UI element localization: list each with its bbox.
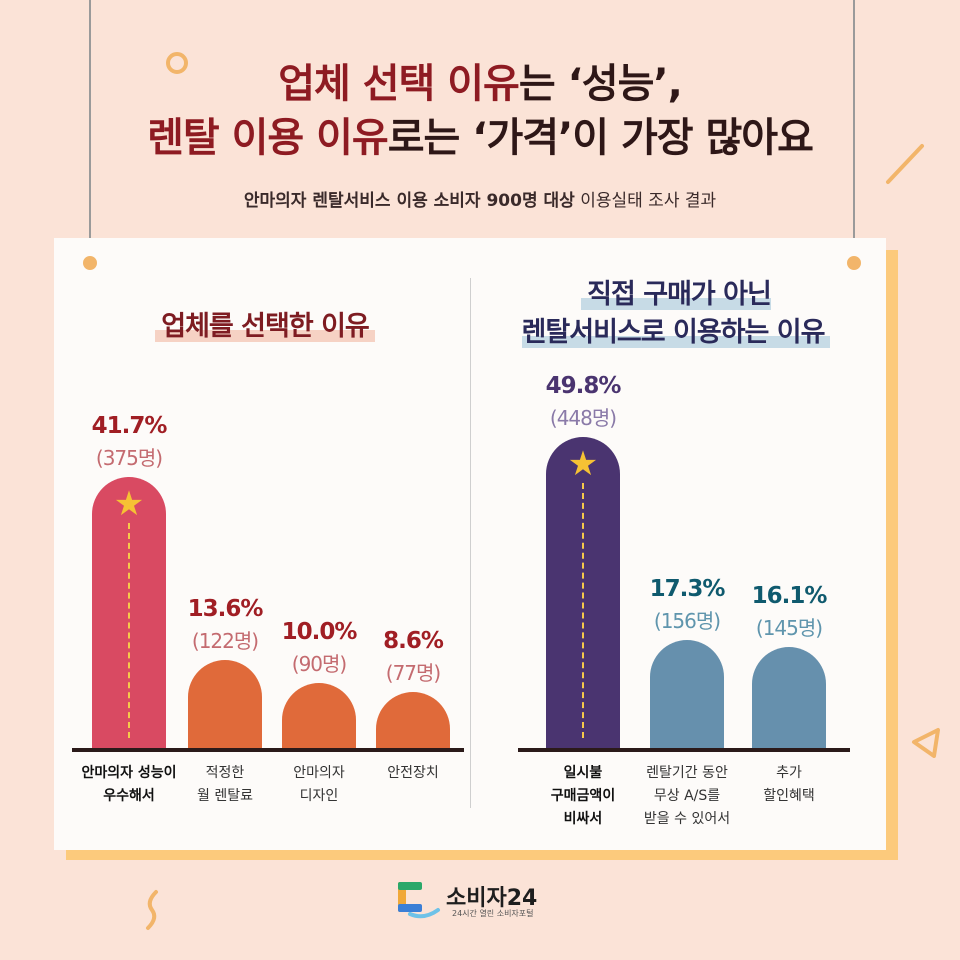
- pin-right-icon: [845, 254, 863, 272]
- title-line2-rest: 로는 ‘가격’이 가장 많아요: [387, 115, 814, 161]
- panel-divider: [470, 278, 471, 808]
- decor-circle-icon: [166, 52, 188, 74]
- page-title: 업체 선택 이유는 ‘성능’,: [0, 58, 960, 110]
- logo-mark-icon: [398, 882, 440, 919]
- right-chart-title-line1: 직접 구매가 아닌 렌탈서비스로 이용하는 이유: [521, 279, 831, 348]
- page-subtitle: 안마의자 렌탈서비스 이용 소비자 900명 대상 이용실태 조사 결과: [0, 186, 960, 211]
- subtitle-normal: 이용실태 조사 결과: [574, 191, 717, 211]
- card-string-right: [853, 0, 855, 262]
- left-chart-title: 업체를 선택한 이유: [70, 304, 460, 343]
- right-chart-title: 직접 구매가 아닌 렌탈서비스로 이용하는 이유: [476, 276, 876, 352]
- logo-tagline: 24시간 열린 소비자포털: [452, 909, 534, 918]
- card-string-left: [89, 0, 91, 262]
- subtitle-bold: 안마의자 렌탈서비스 이용 소비자 900명 대상: [243, 191, 575, 211]
- title-line1-highlight: 업체 선택 이유: [278, 61, 520, 107]
- page-title-line2: 렌탈 이용 이유로는 ‘가격’이 가장 많아요: [0, 112, 960, 164]
- left-chart-title-text: 업체를 선택한 이유: [155, 311, 375, 342]
- title-line2-highlight: 렌탈 이용 이유: [147, 115, 389, 161]
- decor-squiggle-icon: [146, 890, 158, 930]
- decor-triangle-icon: [912, 728, 940, 758]
- pin-left-icon: [81, 254, 99, 272]
- title-line1-rest: 는 ‘성능’,: [518, 61, 683, 107]
- logo-name: 소비자24: [446, 886, 538, 911]
- decor-slash-icon: [886, 144, 924, 184]
